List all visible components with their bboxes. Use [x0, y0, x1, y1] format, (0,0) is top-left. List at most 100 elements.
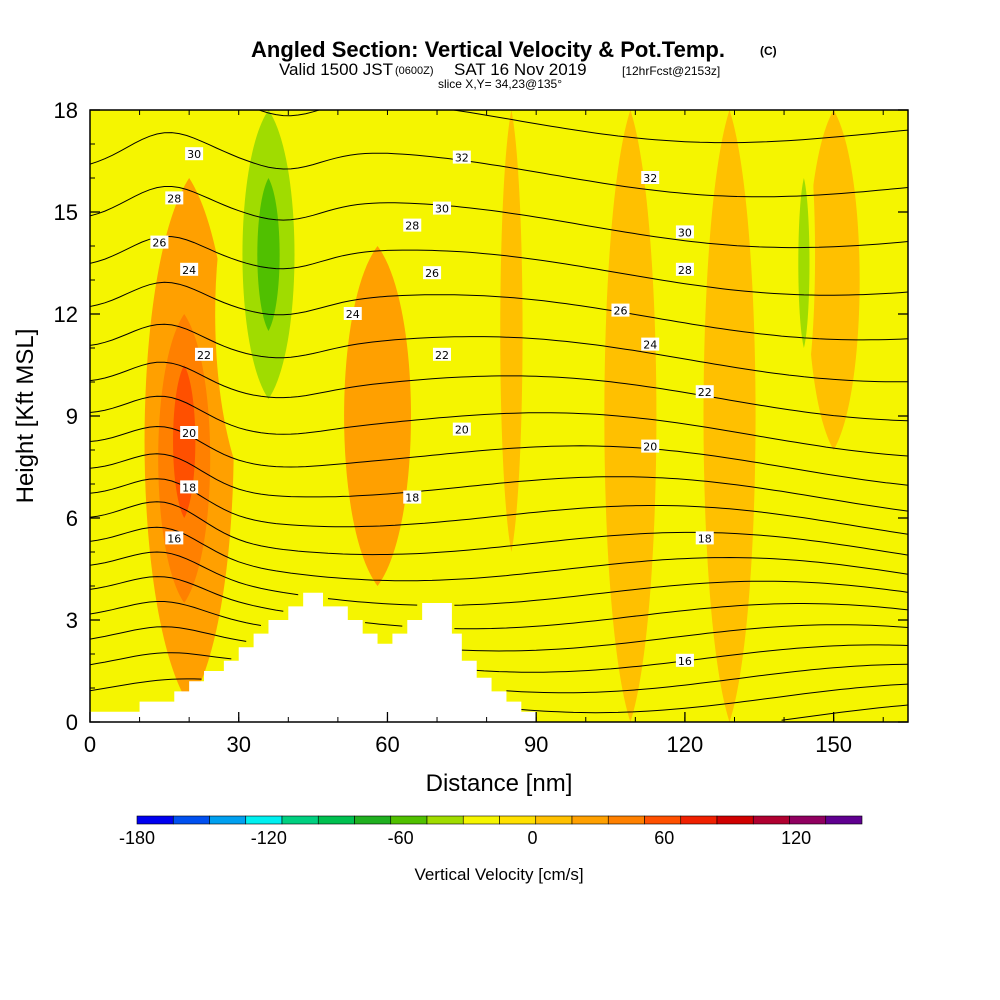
contour-label-bg	[150, 235, 169, 249]
y-axis: 0 3 6 9 12 15 18	[54, 98, 908, 735]
contour-label-text: 20	[182, 427, 196, 440]
colorbar-swatch	[752, 815, 790, 825]
contour-label-bg	[675, 225, 694, 239]
contour-label: 24	[343, 307, 362, 321]
colorbar-swatch	[354, 815, 392, 825]
contour-label-text: 24	[182, 264, 196, 277]
contour-label: 22	[695, 385, 714, 399]
isentrope-12	[90, 652, 908, 694]
colorbar-swatch	[209, 815, 247, 825]
plot-area: 30 28 26 24 22 20 18 16 32 30 28 26 24 22 20 18 32 30 28 26…	[90, 110, 908, 722]
isentrope-18	[90, 501, 908, 556]
contour-label: 18	[403, 490, 422, 505]
colorbar-swatch	[571, 815, 609, 825]
velocity-feature-5	[257, 178, 280, 331]
colorbar-swatch	[172, 815, 210, 825]
colorbar-swatch	[716, 815, 754, 825]
isentrope-28	[90, 132, 908, 198]
y-tick-label: 18	[54, 98, 78, 123]
contour-label: 30	[432, 201, 451, 216]
contour-label: 20	[452, 422, 471, 437]
isentrope-11	[90, 678, 908, 714]
contour-label-bg	[695, 385, 714, 399]
isentrope-27	[90, 186, 908, 249]
contour-label-bg	[180, 426, 199, 439]
isentrope-29	[257, 110, 908, 144]
contour-label: 26	[423, 266, 442, 280]
contour-label-text: 30	[187, 148, 201, 161]
contour-label-bg	[165, 191, 184, 205]
contour-label-text: 18	[698, 532, 712, 545]
x-tick-label: 90	[524, 732, 548, 757]
x-tick-label: 0	[84, 732, 96, 757]
contour-label: 22	[195, 347, 214, 362]
contour-labels: 30 28 26 24 22 20 18 16 32 30 28 26 24 22 20 18 32 30 28 26…	[150, 147, 714, 668]
contour-label-text: 32	[455, 152, 469, 165]
chart-title-unit: (C)	[760, 44, 777, 58]
isentrope-24	[90, 323, 908, 383]
contour-label: 30	[675, 225, 694, 239]
x-tick-label: 150	[815, 732, 852, 757]
contour-label-bg	[180, 262, 199, 276]
contour-label: 26	[611, 303, 630, 318]
potential-temperature-contours	[90, 110, 908, 721]
velocity-feature-9	[604, 110, 657, 722]
colorbar-tick-label: 0	[527, 828, 537, 848]
contour-label-text: 26	[425, 267, 439, 280]
contour-label-text: 22	[435, 349, 449, 362]
y-tick-label: 15	[54, 200, 78, 225]
velocity-feature-10	[703, 110, 756, 722]
contour-label-text: 20	[643, 441, 657, 454]
colorbar-swatch	[136, 815, 174, 825]
colorbar-swatch	[680, 815, 718, 825]
isentrope-17	[90, 526, 908, 582]
contour-label: 22	[432, 347, 451, 362]
x-axis-title: Distance [nm]	[426, 770, 573, 797]
contour-label-text: 24	[643, 339, 657, 352]
y-tick-label: 0	[66, 710, 78, 735]
forecast-info: [12hrFcst@2153z]	[622, 64, 720, 78]
colorbar: -180 -120 -60 0 60 120	[119, 815, 863, 848]
contour-label-bg	[343, 307, 362, 320]
isentrope-23	[90, 361, 908, 422]
colorbar-swatch	[644, 815, 682, 825]
valid-date: SAT 16 Nov 2019	[454, 60, 587, 79]
colorbar-swatch	[317, 815, 355, 825]
isentrope-26	[90, 235, 908, 296]
contour-label-text: 30	[678, 226, 692, 239]
contour-label-bg	[185, 147, 204, 161]
x-tick-label: 120	[667, 732, 704, 757]
contour-label: 20	[180, 426, 199, 440]
velocity-feature-8	[500, 110, 523, 552]
colorbar-swatch	[535, 815, 573, 825]
isentrope-22	[90, 395, 908, 457]
contour-label: 28	[165, 191, 184, 205]
valid-prefix: Valid 1500 JST	[279, 60, 393, 79]
y-axis-title: Height [Kft MSL]	[12, 329, 39, 504]
contour-label: 32	[452, 150, 471, 165]
isentrope-10	[781, 704, 908, 721]
contour-label-bg	[641, 439, 660, 453]
colorbar-tick-label: -180	[119, 828, 155, 848]
colorbar-swatch	[499, 815, 537, 825]
contour-label: 30	[185, 147, 204, 161]
colorbar-tick-label: 60	[654, 828, 674, 848]
isentrope-20	[90, 453, 908, 512]
contour-label-bg	[611, 303, 630, 317]
isentrope-21	[90, 425, 908, 486]
x-axis: 0 30 60 90 120 150	[84, 110, 884, 757]
contour-label-text: 32	[643, 172, 657, 185]
contour-label-bg	[195, 347, 214, 361]
chart-title: Angled Section: Vertical Velocity & Pot.…	[251, 37, 725, 62]
colorbar-tick-label: -120	[251, 828, 287, 848]
isentrope-15	[90, 576, 908, 630]
x-tick-label: 30	[226, 732, 250, 757]
colorbar-swatch	[825, 815, 863, 825]
contour-label-bg	[423, 266, 442, 280]
colorbar-tick-label: -60	[388, 828, 414, 848]
contour-label-bg	[403, 490, 422, 504]
colorbar-title: Vertical Velocity [cm/s]	[414, 865, 583, 884]
colorbar-tick-label: 120	[781, 828, 811, 848]
contour-label: 28	[403, 218, 422, 233]
y-tick-label: 9	[66, 404, 78, 429]
